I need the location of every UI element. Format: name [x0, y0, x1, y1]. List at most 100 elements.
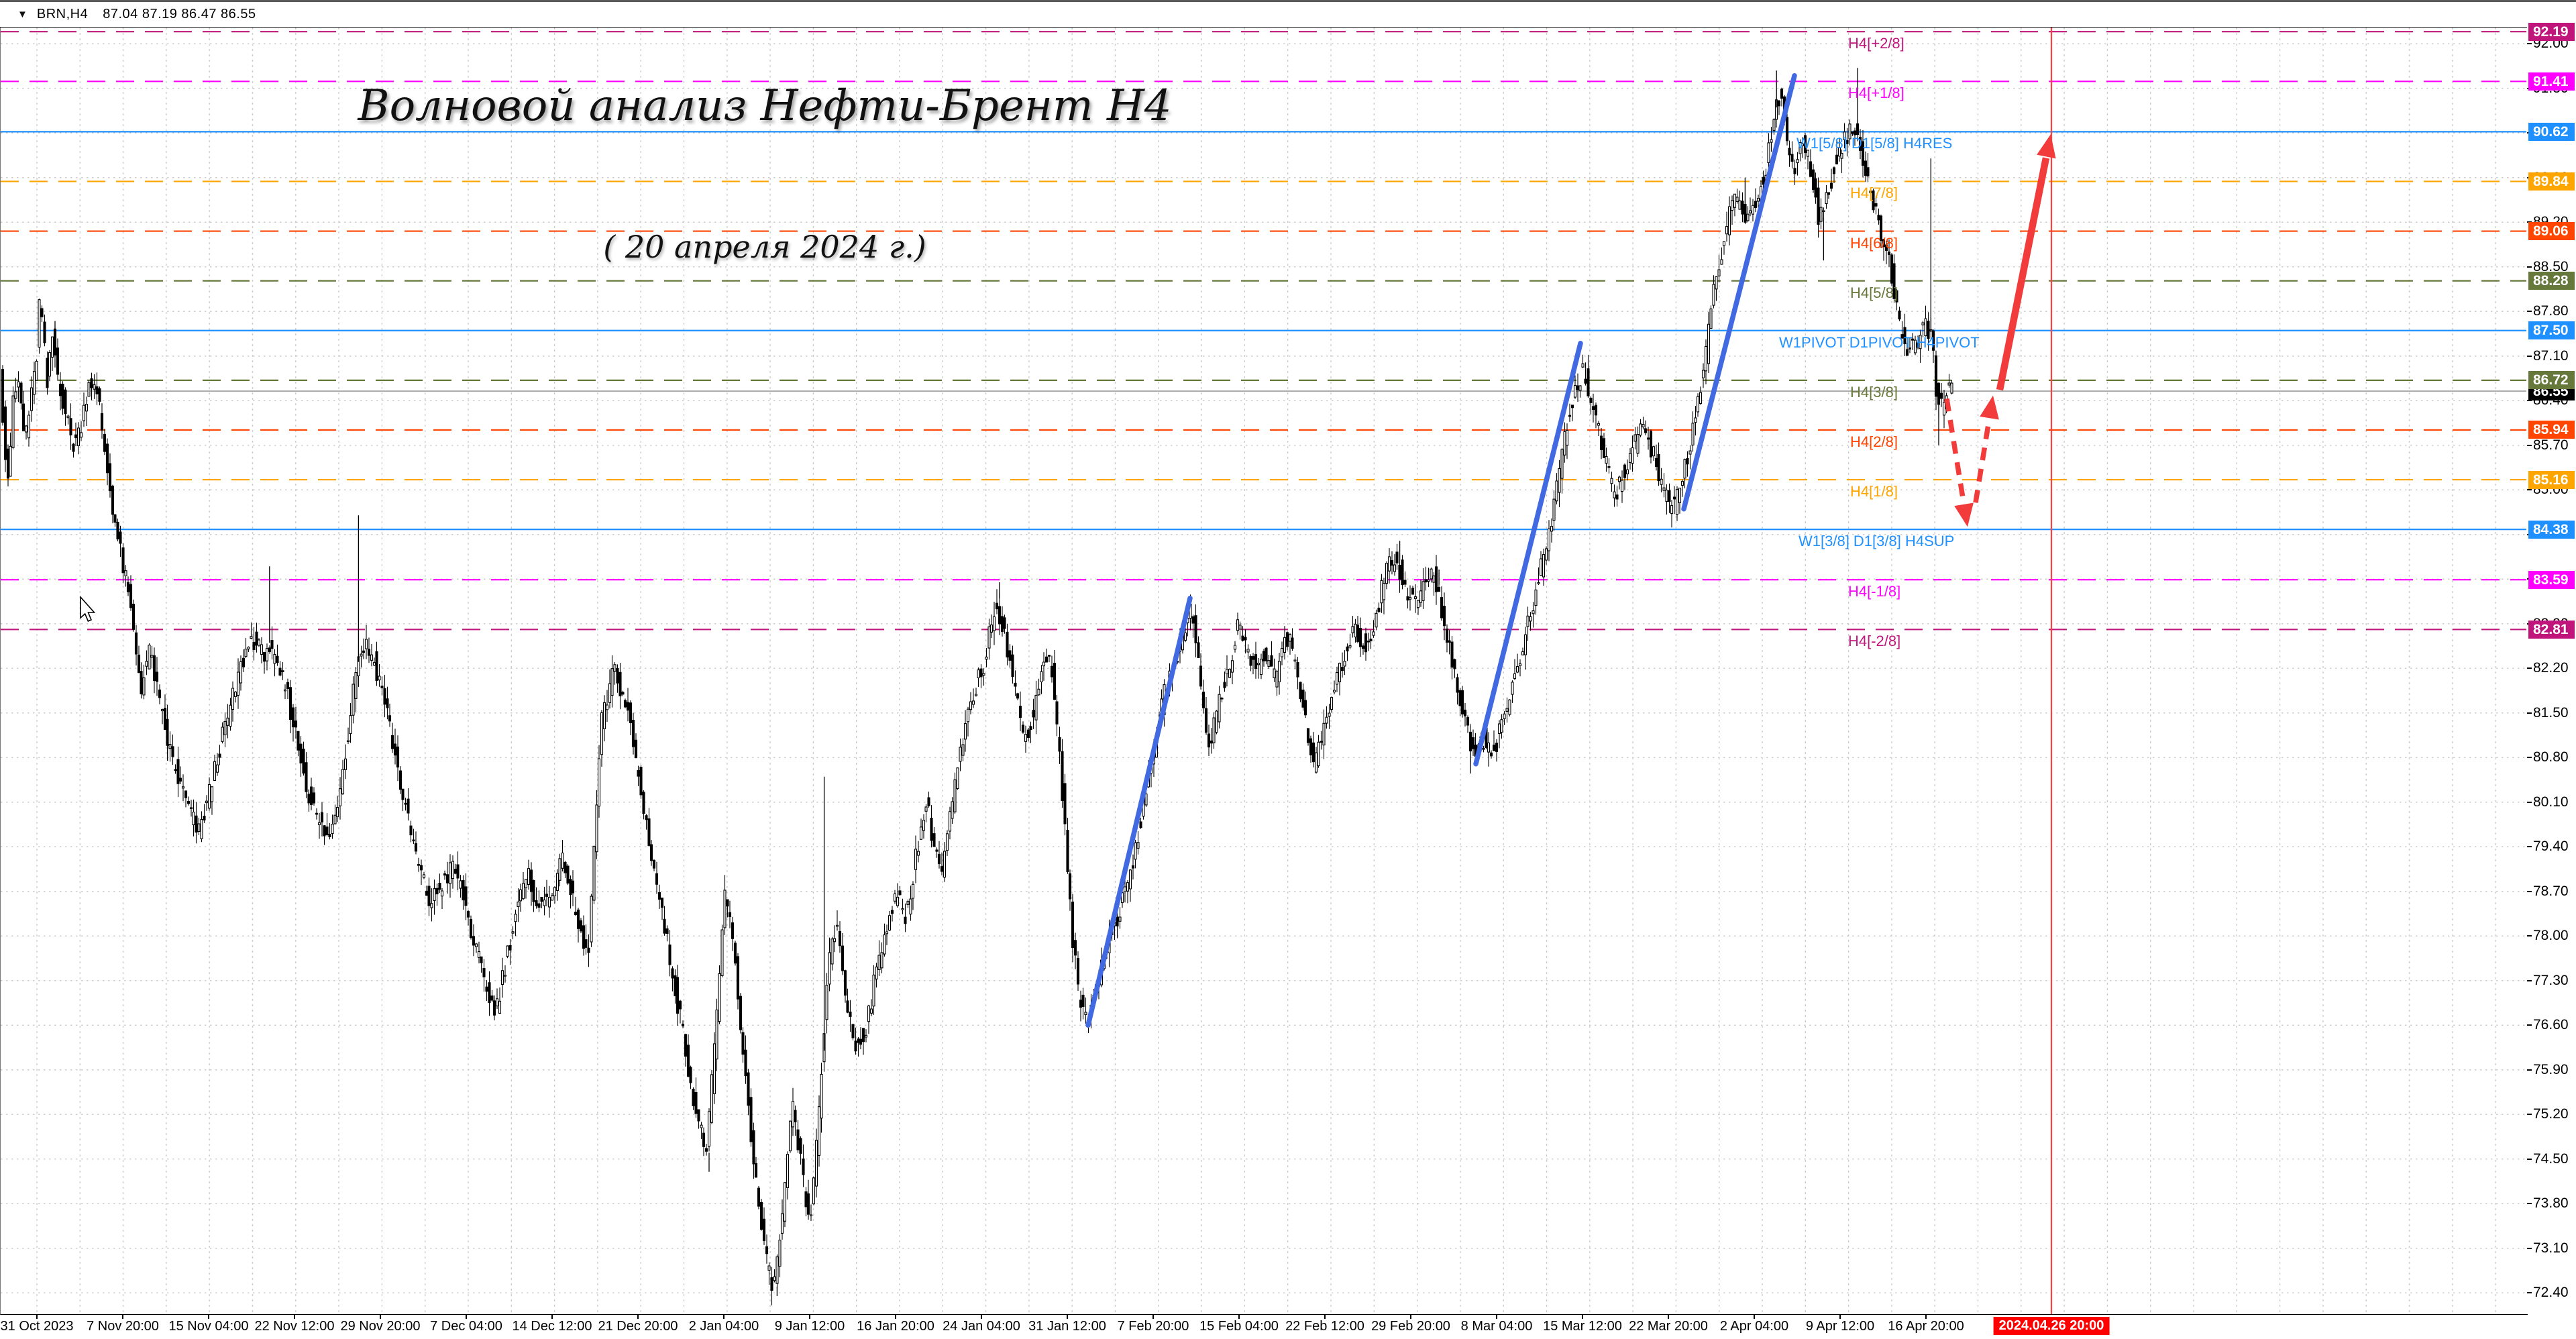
- price-tick-label: 75.90: [2533, 1061, 2569, 1077]
- level-price-badge: 85.16: [2528, 470, 2575, 489]
- price-tick-mark: [2527, 1203, 2532, 1205]
- murray-level-label: H4[+2/8]: [1848, 35, 1904, 52]
- price-tick-mark: [2527, 266, 2532, 268]
- price-tick-label: 76.60: [2533, 1017, 2569, 1033]
- price-tick-label: 78.70: [2533, 883, 2569, 899]
- murray-level-label: W1[5/8] D1[5/8] H4RES: [1796, 135, 1953, 152]
- mouse-cursor-icon: [80, 595, 96, 623]
- spike-wicks: [54, 68, 1939, 1296]
- price-tick-label: 72.40: [2533, 1285, 2569, 1301]
- symbol-info-bar[interactable]: ▼ BRN,H4 87.04 87.19 86.47 86.55: [0, 2, 2527, 28]
- murray-level-label: W1[3/8] D1[3/8] H4SUP: [1799, 533, 1955, 550]
- time-tick-label: 15 Nov 04:00: [168, 1319, 249, 1334]
- murray-level-lines: [1, 28, 2526, 1314]
- price-tick-label: 75.20: [2533, 1106, 2569, 1122]
- time-tick-label: 2 Jan 04:00: [688, 1319, 759, 1334]
- price-tick-mark: [2527, 1247, 2532, 1249]
- price-tick-mark: [2527, 667, 2532, 670]
- level-price-badge: 91.41: [2528, 72, 2575, 91]
- plot-area-border: [0, 27, 2528, 1315]
- time-tick-label: 16 Apr 20:00: [1888, 1319, 1964, 1334]
- murray-level-label: H4[3/8]: [1850, 383, 1898, 400]
- time-tick-mark: [809, 1315, 810, 1319]
- price-tick-label: 73.80: [2533, 1195, 2569, 1212]
- price-tick-mark: [2527, 43, 2532, 45]
- level-price-badge: 89.84: [2528, 172, 2575, 191]
- price-tick-mark: [2527, 1024, 2532, 1026]
- time-tick-mark: [36, 1315, 38, 1319]
- level-price-badge: 87.50: [2528, 321, 2575, 340]
- time-tick-mark: [1582, 1315, 1583, 1319]
- time-tick-mark: [1067, 1315, 1068, 1319]
- price-tick-label: 77.30: [2533, 972, 2569, 988]
- price-tick-label: 80.80: [2533, 749, 2569, 765]
- price-tick-label: 78.00: [2533, 928, 2569, 944]
- time-tick-label: 22 Mar 20:00: [1629, 1319, 1708, 1334]
- time-tick-label: 22 Feb 12:00: [1285, 1319, 1364, 1334]
- time-tick-label: 29 Feb 20:00: [1371, 1319, 1450, 1334]
- price-axis[interactable]: 92.0091.3090.6089.9089.2088.5087.8087.10…: [2527, 2, 2576, 1314]
- time-tick-mark: [380, 1315, 381, 1319]
- price-tick-mark: [2527, 400, 2532, 402]
- ohlc-values: 87.04 87.19 86.47 86.55: [103, 7, 256, 21]
- price-tick-mark: [2527, 355, 2532, 357]
- price-tick-mark: [2527, 489, 2532, 491]
- time-tick-label: 16 Jan 20:00: [857, 1319, 934, 1334]
- time-tick-mark: [981, 1315, 982, 1319]
- murray-level-label: H4[1/8]: [1850, 483, 1898, 500]
- murray-level-label: H4[6/8]: [1850, 234, 1898, 252]
- price-tick-mark: [2527, 935, 2532, 937]
- trendlines: [1085, 73, 1797, 1028]
- price-tick-mark: [2527, 311, 2532, 313]
- time-tick-label: 7 Dec 04:00: [430, 1319, 502, 1334]
- level-price-badge: 88.28: [2528, 272, 2575, 290]
- price-tick-mark: [2527, 979, 2532, 981]
- price-tick-label: 87.10: [2533, 347, 2569, 364]
- time-tick-label: 9 Apr 12:00: [1805, 1319, 1875, 1334]
- price-tick-label: 80.10: [2533, 794, 2569, 810]
- time-tick-label: 9 Jan 12:00: [774, 1319, 845, 1334]
- time-tick-label: 7 Feb 20:00: [1117, 1319, 1189, 1334]
- chevron-down-icon[interactable]: ▼: [17, 9, 28, 20]
- price-tick-mark: [2527, 890, 2532, 892]
- time-tick-label: 24 Jan 04:00: [943, 1319, 1020, 1334]
- price-tick-label: 85.70: [2533, 437, 2569, 453]
- time-tick-mark: [1238, 1315, 1240, 1319]
- time-tick-mark: [1410, 1315, 1411, 1319]
- level-price-badge: 90.62: [2528, 122, 2575, 141]
- time-tick-mark: [1496, 1315, 1497, 1319]
- time-tick-label: 31 Oct 2023: [0, 1319, 74, 1334]
- price-tick-mark: [2527, 846, 2532, 848]
- trendline[interactable]: [1681, 73, 1797, 512]
- time-tick-label: 8 Mar 04:00: [1460, 1319, 1533, 1334]
- time-axis[interactable]: 31 Oct 2023 7 Nov 20:00 15 Nov 04:00 22 Nov…: [0, 1315, 2576, 1339]
- trendline[interactable]: [1473, 341, 1583, 767]
- level-price-badge: 82.81: [2528, 620, 2575, 639]
- time-tick-mark: [551, 1315, 553, 1319]
- murray-level-label: H4[-2/8]: [1848, 633, 1901, 650]
- trendline[interactable]: [1085, 596, 1193, 1028]
- price-tick-label: 74.50: [2533, 1150, 2569, 1167]
- time-tick-label: 14 Dec 12:00: [512, 1319, 592, 1334]
- time-tick-mark: [1324, 1315, 1326, 1319]
- future-date-label: 2024.04.26 20:00: [1993, 1317, 2110, 1335]
- price-tick-mark: [2527, 1114, 2532, 1116]
- price-tick-label: 82.20: [2533, 660, 2569, 676]
- time-tick-label: 29 Nov 20:00: [340, 1319, 421, 1334]
- price-tick-mark: [2527, 801, 2532, 803]
- time-tick-mark: [1925, 1315, 1927, 1319]
- price-tick-label: 79.40: [2533, 839, 2569, 855]
- time-tick-mark: [466, 1315, 467, 1319]
- level-price-badge: 85.94: [2528, 421, 2575, 439]
- grid-lines: [1, 28, 2526, 1314]
- time-tick-label: 22 Nov 12:00: [254, 1319, 335, 1334]
- murray-level-label: H4[-1/8]: [1848, 583, 1901, 600]
- time-tick-mark: [1839, 1315, 1841, 1319]
- price-tick-mark: [2527, 757, 2532, 759]
- forecast-arrows: [1944, 134, 2056, 527]
- time-tick-mark: [723, 1315, 724, 1319]
- level-price-badge: 92.19: [2528, 22, 2575, 41]
- time-tick-label: 15 Feb 04:00: [1199, 1319, 1279, 1334]
